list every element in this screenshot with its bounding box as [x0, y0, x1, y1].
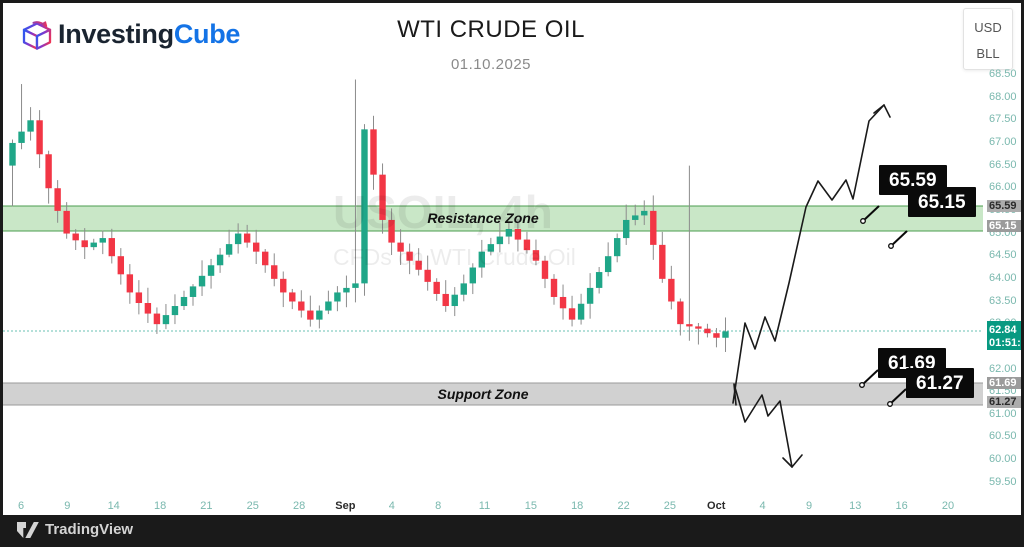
svg-text:Support Zone: Support Zone	[438, 386, 529, 402]
svg-text:Resistance Zone: Resistance Zone	[427, 210, 538, 226]
svg-text:CFDs on WTI Crude Oil: CFDs on WTI Crude Oil	[333, 244, 576, 270]
